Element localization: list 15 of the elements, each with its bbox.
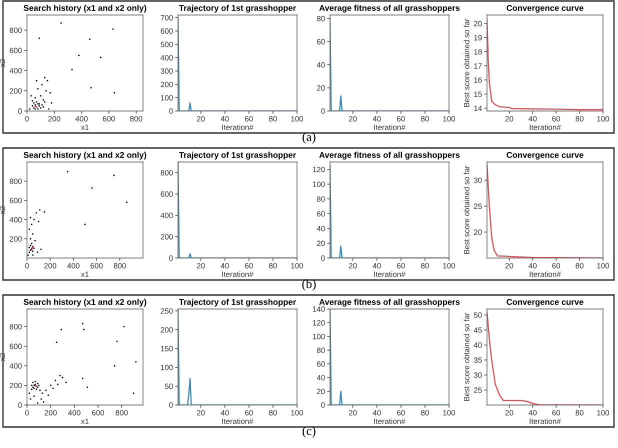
chart-title: Trajectory of 1st grasshopper <box>179 152 296 160</box>
text: (b) <box>302 279 316 291</box>
chart-title: Trajectory of 1st grasshopper <box>179 298 296 307</box>
chart-title: Average fitness of all grasshoppers <box>319 298 460 307</box>
chart-title: Convergence curve <box>506 5 584 13</box>
chart-title: Average fitness of all grasshoppers <box>319 4 460 13</box>
text: (c) <box>302 426 316 438</box>
chart-title: Average fitness of all grasshoppers <box>319 152 460 160</box>
text: (a) <box>302 132 316 144</box>
chart-title: Search history (x1 and x2 only) <box>24 152 146 160</box>
chart-title: Search history (x1 and x2 only) <box>24 298 146 307</box>
chart-title: Trajectory of 1st grasshopper <box>179 4 296 13</box>
chart-title: Search history (x1 and x2 only) <box>24 4 146 13</box>
chart-title: Convergence curve <box>506 299 584 307</box>
chart-title: Convergence curve <box>506 152 584 160</box>
